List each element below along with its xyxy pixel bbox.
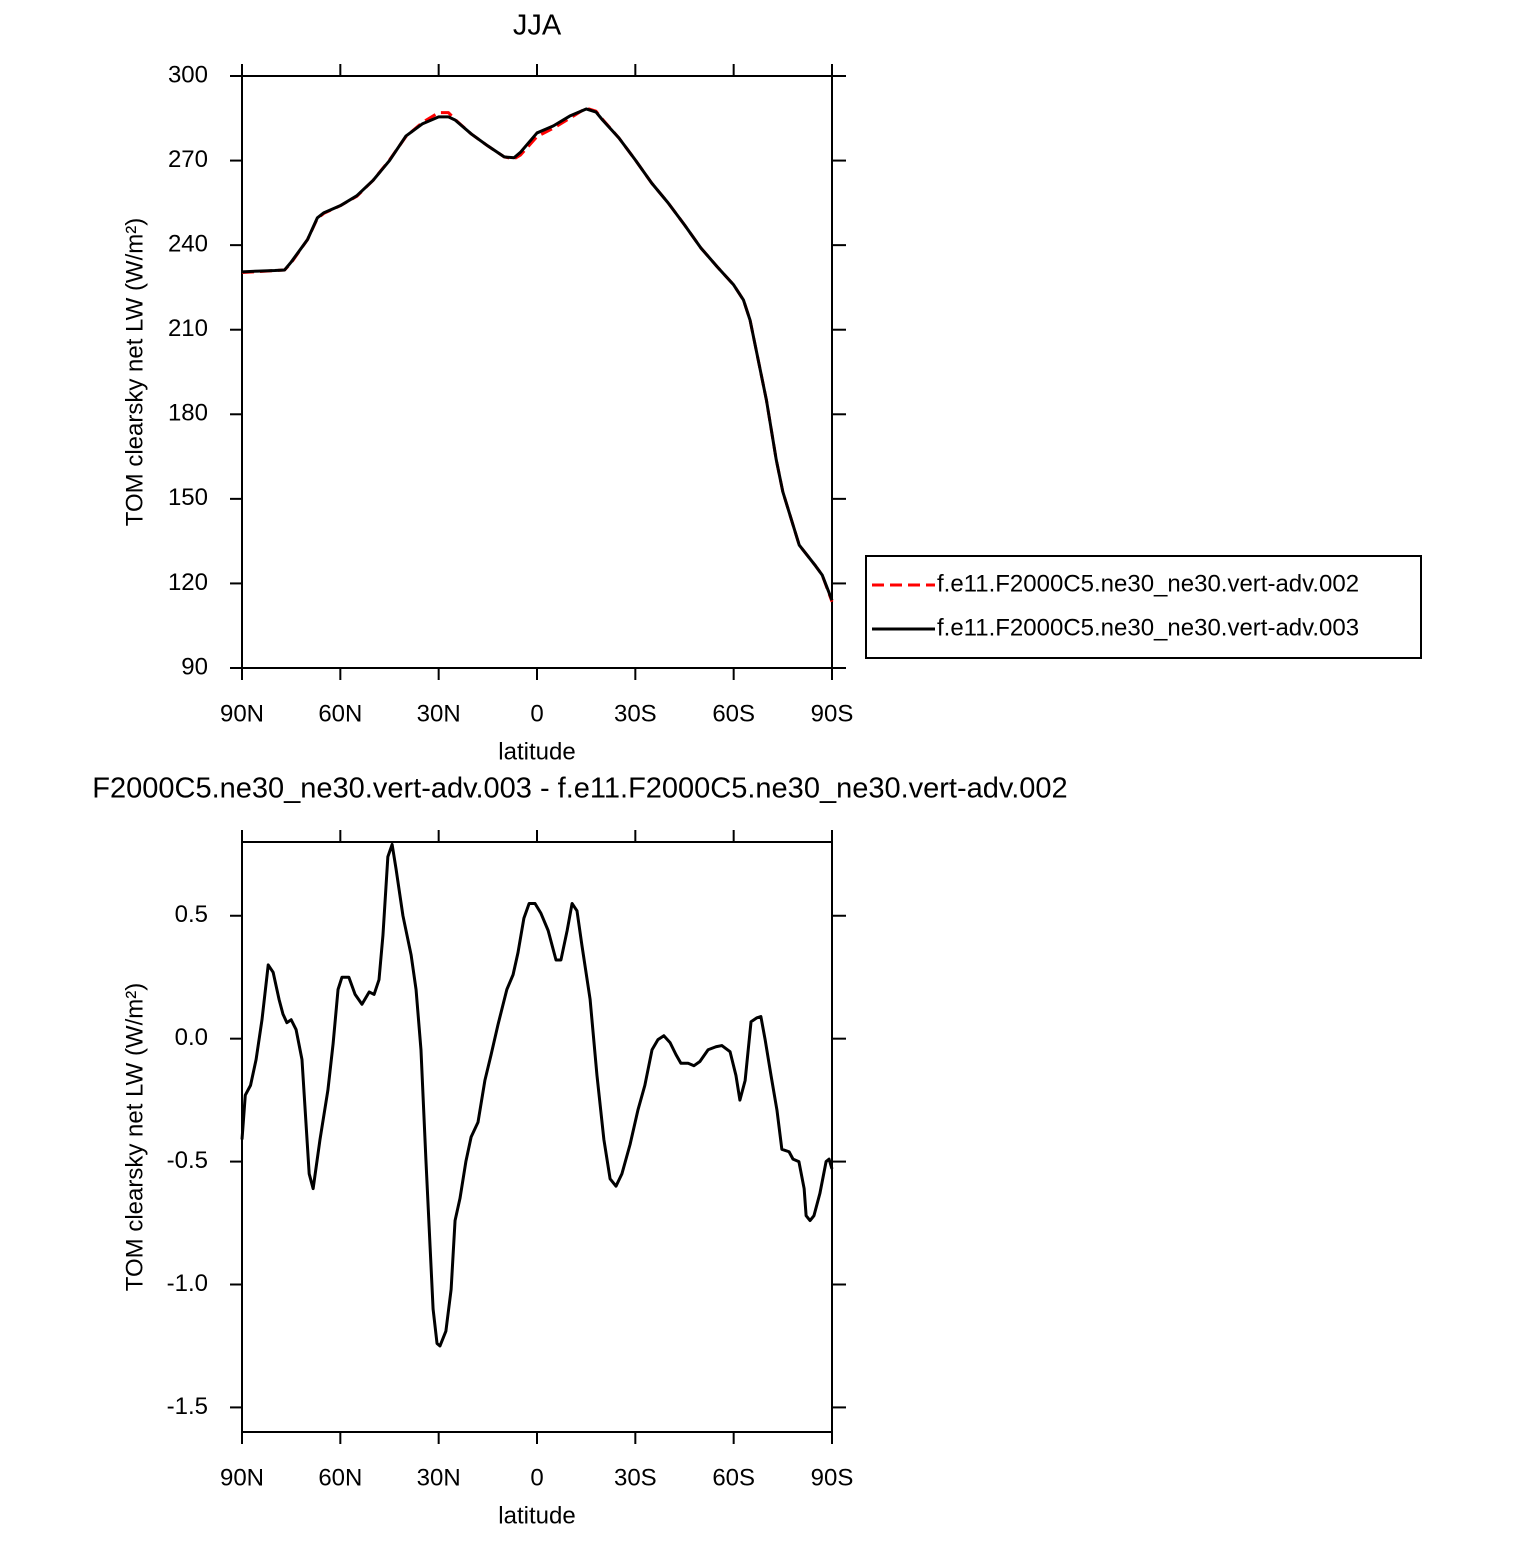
y-tick-label: 240 (168, 230, 208, 257)
plot-frame (241, 75, 833, 669)
legend-label: f.e11.F2000C5.ne30_ne30.vert-adv.002 (937, 570, 1359, 597)
y-tick-label: 0.5 (175, 901, 208, 928)
x-tick-label: 90S (811, 700, 854, 727)
x-tick-label: 30N (417, 700, 461, 727)
plot-frame (241, 841, 833, 1433)
x-axis-label: latitude (498, 1502, 575, 1529)
x-axis-label: latitude (498, 738, 575, 765)
x-tick-label: 30S (614, 1464, 657, 1491)
x-tick-label: 60N (318, 1464, 362, 1491)
x-tick-label: 60S (712, 1464, 755, 1491)
x-tick-label: 60N (318, 700, 362, 727)
y-tick-label: 210 (168, 315, 208, 342)
x-tick-label: 90S (811, 1464, 854, 1491)
x-tick-label: 90N (220, 1464, 264, 1491)
y-tick-label: 180 (168, 400, 208, 427)
x-tick-label: 30S (614, 700, 657, 727)
y-tick-label: -1.5 (167, 1393, 208, 1420)
y-tick-label: 270 (168, 146, 208, 173)
x-tick-label: 30N (417, 1464, 461, 1491)
y-axis-label: TOM clearsky net LW (W/m²) (121, 983, 148, 1291)
legend-box (865, 555, 1422, 659)
chart-title: JJA (513, 10, 562, 42)
legend-label: f.e11.F2000C5.ne30_ne30.vert-adv.003 (937, 614, 1359, 641)
y-tick-label: 0.0 (175, 1024, 208, 1051)
x-tick-label: 0 (530, 700, 543, 727)
chart-title: F2000C5.ne30_ne30.vert-adv.003 - f.e11.F… (92, 773, 1067, 805)
y-axis-label: TOM clearsky net LW (W/m²) (121, 218, 148, 526)
x-tick-label: 0 (530, 1464, 543, 1491)
data-line (241, 107, 834, 601)
y-tick-label: 300 (168, 61, 208, 88)
y-tick-label: -1.0 (167, 1270, 208, 1297)
y-tick-label: 120 (168, 569, 208, 596)
y-tick-label: -0.5 (167, 1147, 208, 1174)
y-tick-label: 90 (181, 653, 208, 680)
x-tick-label: 90N (220, 700, 264, 727)
y-tick-label: 150 (168, 484, 208, 511)
data-line (240, 842, 834, 1348)
data-line (241, 106, 834, 603)
x-tick-label: 60S (712, 700, 755, 727)
